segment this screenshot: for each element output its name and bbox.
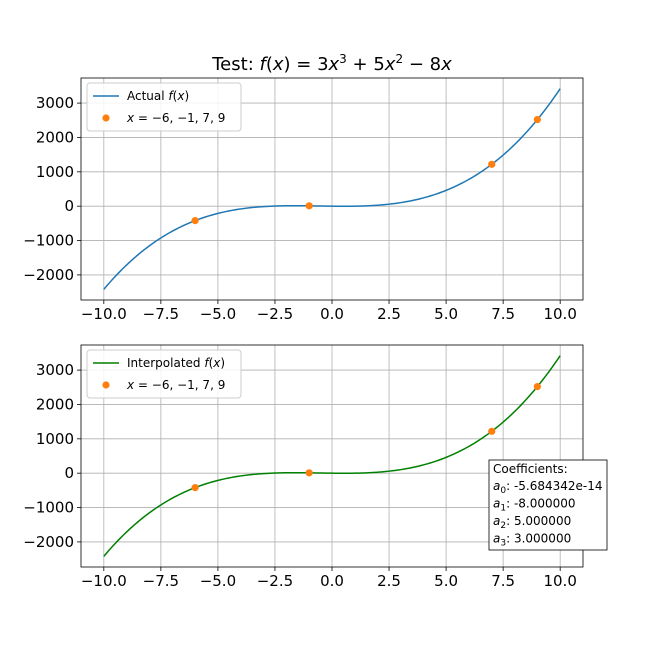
coefficient-line: a1: -8.000000 [493, 497, 576, 514]
chart-title: Test: f(x) = 3x3 + 5x2 − 8x [211, 52, 452, 75]
legend: Interpolated f(x) x = −6, −1, 7, 9 [86, 349, 242, 399]
x-tick-label: 7.5 [491, 305, 515, 323]
x-tick-label: 10.0 [543, 572, 576, 590]
x-tick-label: −2.5 [257, 305, 293, 323]
data-point [305, 469, 313, 477]
coefficients-heading: Coefficients: [493, 462, 568, 476]
y-tick-label: 2000 [36, 395, 74, 413]
y-tick-label: 1000 [36, 163, 74, 181]
y-tick-label: −1000 [23, 499, 74, 517]
legend-point-swatch [102, 381, 110, 389]
legend: Actual f(x) x = −6, −1, 7, 9 [86, 82, 242, 132]
series-line [103, 88, 561, 290]
coefficient-line: a2: 5.000000 [493, 514, 571, 531]
data-point [305, 202, 313, 210]
data-point [191, 217, 199, 225]
x-tick-label: −5.0 [200, 305, 236, 323]
y-tick-label: 3000 [36, 94, 74, 112]
x-tick-label: 0.0 [320, 305, 344, 323]
x-tick-label: 5.0 [434, 572, 458, 590]
data-point [488, 160, 496, 168]
chart-1: −10.0 −7.5 −5.0 −2.5 0.0 2.5 5.0 7.5 10.0 −2000 −1… [23, 52, 584, 323]
y-tick-label: 0 [64, 197, 74, 215]
x-tick-label: 2.5 [377, 572, 401, 590]
legend-point-swatch [102, 114, 110, 122]
data-point [191, 484, 199, 492]
x-tick-label: −7.5 [143, 572, 179, 590]
legend-label: Actual f(x) [127, 89, 189, 103]
series-line [103, 355, 561, 557]
coefficients-frame [488, 459, 608, 551]
x-tick-label: −10.0 [81, 572, 127, 590]
chart-2: −10.0 −7.5 −5.0 −2.5 0.0 2.5 5.0 7.5 10.0 −2000 −1… [23, 344, 608, 590]
legend-label: x = −6, −1, 7, 9 [126, 378, 225, 392]
x-tick-label: −10.0 [81, 305, 127, 323]
y-tick-label: 3000 [36, 361, 74, 379]
legend-frame [86, 349, 242, 399]
legend-label: x = −6, −1, 7, 9 [126, 111, 225, 125]
y-tick-label: 1000 [36, 430, 74, 448]
x-tick-label: 10.0 [543, 305, 576, 323]
y-tick-label: 2000 [36, 128, 74, 146]
legend-label: Interpolated f(x) [127, 356, 225, 370]
y-tick-label: −2000 [23, 266, 74, 284]
x-tick-label: 7.5 [491, 572, 515, 590]
coefficient-line: a3: 3.000000 [493, 532, 571, 549]
y-tick-label: −1000 [23, 232, 74, 250]
x-tick-label: −2.5 [257, 572, 293, 590]
x-tick-label: 2.5 [377, 305, 401, 323]
data-point [533, 115, 541, 124]
y-tick-label: −2000 [23, 533, 74, 551]
data-point [533, 382, 541, 391]
coefficient-line: a0: -5.684342e-14 [493, 479, 603, 496]
x-tick-label: 0.0 [320, 572, 344, 590]
x-tick-label: −7.5 [143, 305, 179, 323]
y-tick-label: 0 [64, 464, 74, 482]
legend-frame [86, 82, 242, 132]
x-tick-label: −5.0 [200, 572, 236, 590]
data-point [488, 427, 496, 435]
x-tick-label: 5.0 [434, 305, 458, 323]
